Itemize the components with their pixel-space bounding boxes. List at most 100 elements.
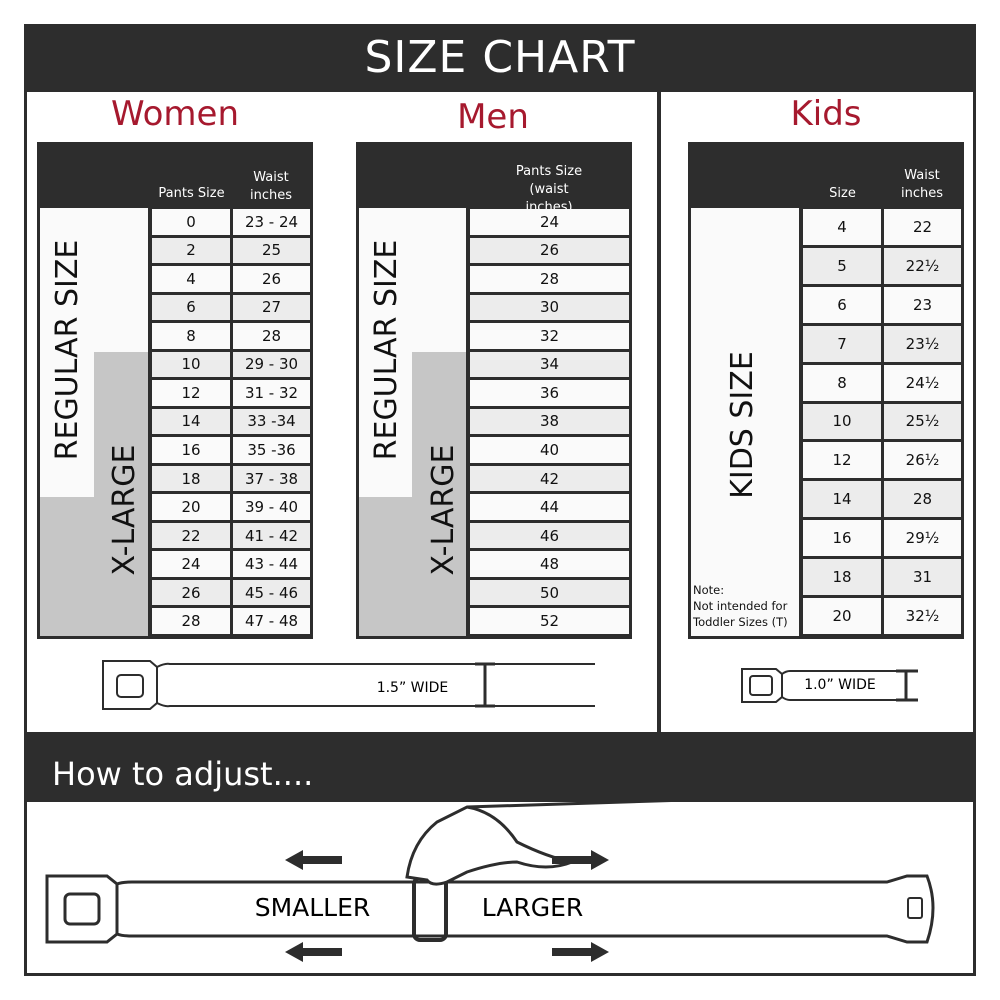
women-waist-cell: 28 bbox=[233, 323, 310, 349]
men-waist-cell: 46 bbox=[470, 522, 629, 549]
men-waist-cell: 28 bbox=[470, 266, 629, 292]
kids-size-cell: 14 bbox=[803, 481, 881, 518]
kids-belt-width: 1.0” WIDE bbox=[804, 677, 876, 693]
women-xlarge-block bbox=[94, 352, 148, 497]
women-waist-cell: 33 -34 bbox=[233, 408, 310, 435]
women-waist-cell: 41 - 42 bbox=[233, 522, 310, 549]
men-waist-cell: 30 bbox=[470, 294, 629, 321]
kids-size-cell: 6 bbox=[803, 286, 881, 323]
kids-belt-diagram bbox=[741, 668, 918, 703]
kids-size-block bbox=[691, 208, 799, 636]
men-table: Pants Size (waist inches) REGULAR SIZE X… bbox=[356, 142, 632, 639]
women-pants-size-cell: 0 bbox=[152, 209, 230, 235]
men-waist-cell: 32 bbox=[470, 323, 629, 349]
women-waist-cell: 23 - 24 bbox=[233, 209, 310, 235]
women-pants-size-cell: 14 bbox=[152, 408, 230, 435]
women-waist-cell: 43 - 44 bbox=[233, 551, 310, 577]
men-xlarge-block bbox=[412, 352, 466, 497]
men-regular-label: REGULAR SIZE bbox=[369, 239, 404, 461]
women-pants-size-cell: 2 bbox=[152, 237, 230, 264]
kids-waist-cell: 31 bbox=[884, 559, 961, 596]
kids-note-line1: Not intended for bbox=[693, 599, 788, 613]
men-waist-cell: 36 bbox=[470, 380, 629, 406]
men-waist-cell: 48 bbox=[470, 551, 629, 577]
women-pants-size-cell: 24 bbox=[152, 551, 230, 577]
men-waist-cell: 24 bbox=[470, 209, 629, 235]
women-pants-size-cell: 18 bbox=[152, 465, 230, 492]
women-header-waist: Waist inches bbox=[232, 169, 310, 205]
kids-size-cell: 7 bbox=[803, 325, 881, 362]
women-belt-diagram bbox=[102, 660, 595, 710]
kids-size-cell: 5 bbox=[803, 247, 881, 284]
kids-size-cell: 10 bbox=[803, 403, 881, 440]
women-waist-cell: 47 - 48 bbox=[233, 608, 310, 634]
kids-note: Note: Not intended for Toddler Sizes (T) bbox=[693, 582, 797, 630]
women-waist-cell: 35 -36 bbox=[233, 437, 310, 463]
men-xlarge-block-lower bbox=[359, 497, 466, 636]
kids-size-cell: 4 bbox=[803, 209, 881, 245]
women-pants-size-cell: 22 bbox=[152, 522, 230, 549]
women-waist-cell: 25 bbox=[233, 237, 310, 264]
women-xlarge-label: X-LARGE bbox=[107, 444, 142, 576]
women-pants-size-cell: 10 bbox=[152, 351, 230, 378]
women-waist-cell: 29 - 30 bbox=[233, 351, 310, 378]
men-waist-cell: 42 bbox=[470, 465, 629, 492]
men-waist-cell: 50 bbox=[470, 579, 629, 606]
men-waist-cell: 40 bbox=[470, 437, 629, 463]
women-title: Women bbox=[110, 94, 239, 134]
men-waist-cell: 38 bbox=[470, 408, 629, 435]
kids-note-title: Note: bbox=[693, 583, 725, 597]
women-pants-size-cell: 12 bbox=[152, 380, 230, 406]
kids-waist-cell: 24½ bbox=[884, 364, 961, 401]
kids-waist-cell: 23 bbox=[884, 286, 961, 323]
women-pants-size-cell: 26 bbox=[152, 579, 230, 606]
arrow-right-bottom-icon bbox=[552, 942, 609, 962]
arrow-left-top-icon bbox=[285, 850, 342, 870]
kids-title: Kids bbox=[790, 94, 862, 134]
women-pants-size-cell: 4 bbox=[152, 266, 230, 292]
kids-waist-cell: 25½ bbox=[884, 403, 961, 440]
men-waist-cell: 26 bbox=[470, 237, 629, 264]
kids-size-cell: 12 bbox=[803, 442, 881, 479]
arrow-left-bottom-icon bbox=[285, 942, 342, 962]
adjust-title: How to adjust.... bbox=[24, 732, 976, 802]
women-waist-cell: 26 bbox=[233, 266, 310, 292]
kids-size-cell: 8 bbox=[803, 364, 881, 401]
adjust-diagram bbox=[45, 802, 935, 962]
larger-label: LARGER bbox=[481, 893, 584, 922]
women-pants-size-cell: 20 bbox=[152, 494, 230, 520]
kids-size-cell: 18 bbox=[803, 559, 881, 596]
women-pants-size-cell: 16 bbox=[152, 437, 230, 463]
section-divider bbox=[657, 92, 661, 732]
women-belt-width: 1.5” WIDE bbox=[376, 680, 449, 696]
women-pants-size-cell: 28 bbox=[152, 608, 230, 634]
kids-size-label: KIDS SIZE bbox=[725, 351, 760, 499]
kids-waist-cell: 28 bbox=[884, 481, 961, 518]
kids-waist-cell: 23½ bbox=[884, 325, 961, 362]
women-waist-cell: 45 - 46 bbox=[233, 579, 310, 606]
hand-icon bbox=[405, 802, 672, 886]
women-table: Pants Size Waist inches REGULAR SIZE X-L… bbox=[37, 142, 313, 639]
kids-header-size: Size bbox=[802, 185, 883, 203]
women-waist-cell: 39 - 40 bbox=[233, 494, 310, 520]
men-waist-cell: 52 bbox=[470, 608, 629, 634]
kids-waist-cell: 32½ bbox=[884, 598, 961, 634]
women-pants-size-cell: 6 bbox=[152, 294, 230, 321]
kids-waist-cell: 22½ bbox=[884, 247, 961, 284]
women-pants-size-cell: 8 bbox=[152, 323, 230, 349]
men-title: Men bbox=[457, 97, 529, 137]
page-title: SIZE CHART bbox=[24, 24, 976, 92]
men-waist-cell: 34 bbox=[470, 351, 629, 378]
men-header-pants-size: Pants Size (waist inches) bbox=[469, 163, 629, 217]
kids-size-cell: 20 bbox=[803, 598, 881, 634]
women-xlarge-block-lower bbox=[40, 497, 148, 636]
women-header-pants-size: Pants Size bbox=[151, 185, 232, 203]
women-waist-cell: 27 bbox=[233, 294, 310, 321]
kids-size-cell: 16 bbox=[803, 520, 881, 557]
men-xlarge-label: X-LARGE bbox=[426, 444, 461, 576]
kids-header-waist: Waist inches bbox=[883, 167, 961, 203]
men-waist-cell: 44 bbox=[470, 494, 629, 520]
smaller-label: SMALLER bbox=[254, 893, 371, 922]
kids-table: Size Waist inches KIDS SIZE Note: Not in… bbox=[688, 142, 964, 639]
kids-note-line2: Toddler Sizes (T) bbox=[693, 615, 788, 629]
